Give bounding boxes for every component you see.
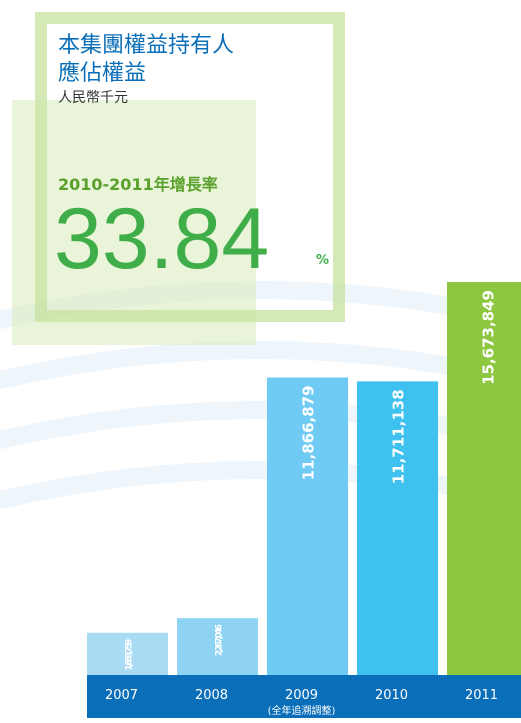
title-line: 本集團權益持有人 <box>58 33 234 58</box>
x-tick-label: 2007 <box>105 688 138 703</box>
growth-value: 33.84 <box>54 191 269 287</box>
growth-unit: % <box>316 253 329 268</box>
x-tick-label: 2009 <box>285 688 318 703</box>
x-tick-label: 2008 <box>195 688 228 703</box>
x-tick-note: (全年追溯調整) <box>268 704 336 717</box>
value-label: 1,683,759 <box>125 639 135 671</box>
x-tick-label: 2011 <box>465 688 498 703</box>
x-tick-label: 2010 <box>375 688 408 703</box>
value-label: 2,267,046 <box>215 624 225 656</box>
title-line: 應佔權益 <box>58 60 146 86</box>
value-label: 15,673,849 <box>480 290 498 385</box>
value-label: 11,866,879 <box>300 385 318 480</box>
value-label: 11,711,138 <box>390 389 408 484</box>
chart: 本集團權益持有人 應佔權益 人民幣千元 2010-2011年增長率 33.84 … <box>0 0 521 723</box>
subtitle: 人民幣千元 <box>58 90 128 106</box>
